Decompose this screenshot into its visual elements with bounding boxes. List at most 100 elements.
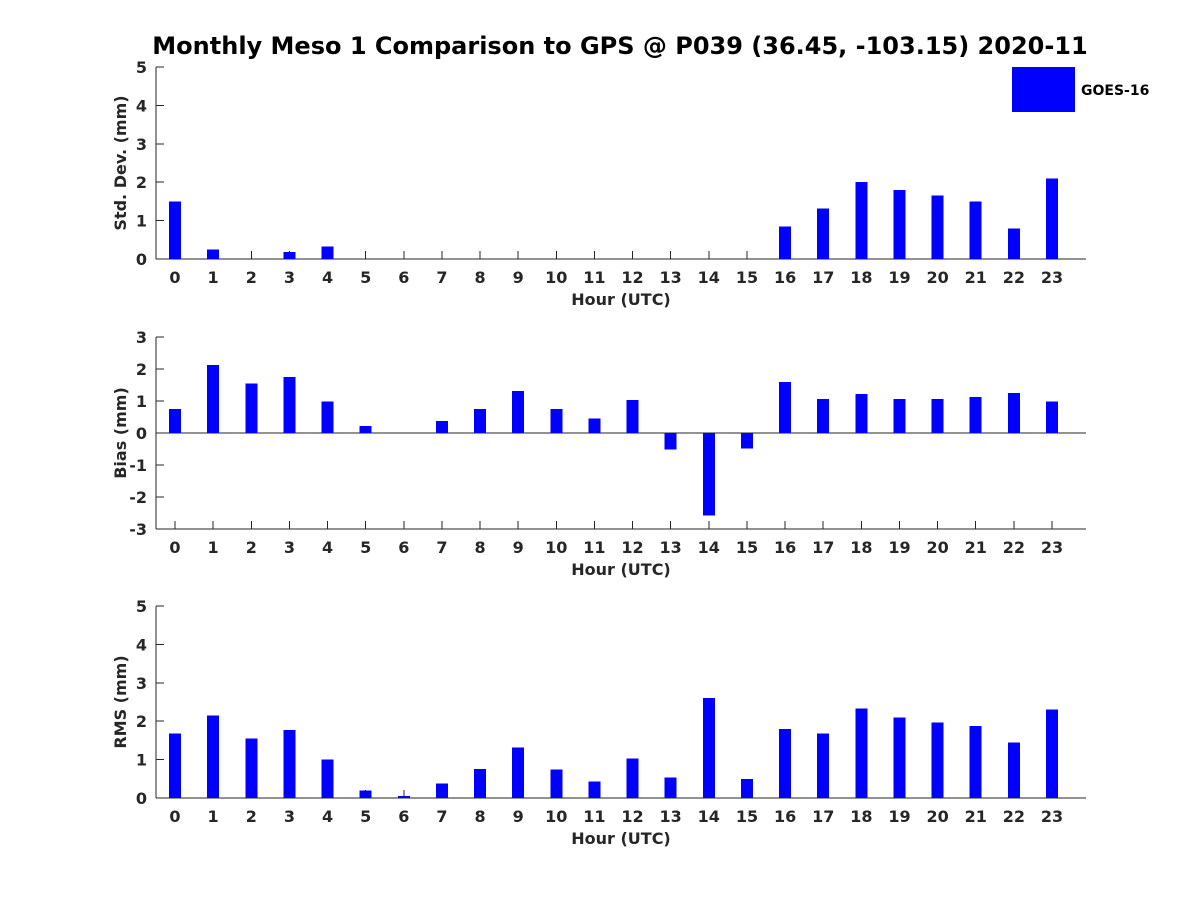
x-tick-label: 0 — [169, 538, 180, 557]
x-tick-label: 13 — [660, 268, 682, 287]
x-tick-label: 5 — [360, 807, 371, 826]
bar-bias-16 — [779, 381, 792, 433]
bar-bias-4 — [321, 401, 334, 433]
y-tick-label: 2 — [136, 712, 147, 731]
x-tick-label: 9 — [513, 268, 524, 287]
y-tick-label: -1 — [129, 456, 147, 475]
x-tick-label: 23 — [1041, 807, 1063, 826]
bar-bias-22 — [1007, 393, 1020, 433]
bar-bias-15 — [740, 433, 753, 449]
y-tick-label: 2 — [136, 173, 147, 192]
x-tick-label: 0 — [169, 807, 180, 826]
bar-rms-20 — [931, 722, 944, 798]
x-tick-label: 17 — [812, 538, 834, 557]
x-tick-label: 15 — [736, 538, 758, 557]
x-tick-label: 22 — [1003, 538, 1025, 557]
bar-rms-6 — [397, 796, 410, 798]
x-tick-label: 10 — [545, 807, 567, 826]
bar-bias-14 — [702, 433, 715, 516]
x-tick-label: 12 — [621, 538, 643, 557]
x-tick-label: 20 — [926, 268, 948, 287]
x-tick-label: 7 — [436, 538, 447, 557]
x-tick-label: 14 — [698, 807, 720, 826]
y-axis-label: RMS (mm) — [111, 655, 130, 748]
bar-bias-7 — [435, 420, 448, 433]
legend-label: GOES-16 — [1081, 83, 1149, 99]
bar-bias-23 — [1045, 401, 1058, 433]
bar-rms-2 — [245, 738, 258, 798]
y-tick-label: 5 — [136, 597, 147, 616]
x-tick-label: 1 — [208, 807, 219, 826]
y-tick-label: 3 — [136, 135, 147, 154]
x-tick-label: 18 — [850, 538, 872, 557]
x-tick-label: 14 — [698, 538, 720, 557]
y-axis-label: Std. Dev. (mm) — [111, 95, 130, 230]
x-tick-label: 3 — [284, 538, 295, 557]
bar-bias-9 — [512, 390, 525, 433]
bar-rms-21 — [969, 726, 982, 798]
x-tick-label: 7 — [436, 807, 447, 826]
bar-bias-21 — [969, 397, 982, 433]
bar-std-3 — [283, 252, 296, 259]
bar-std-18 — [855, 182, 868, 259]
bar-rms-23 — [1045, 709, 1058, 798]
x-tick-label: 20 — [926, 538, 948, 557]
bar-rms-5 — [359, 790, 372, 798]
bar-std-1 — [207, 249, 220, 259]
x-tick-label: 0 — [169, 268, 180, 287]
bar-std-16 — [779, 226, 792, 259]
x-tick-label: 1 — [208, 538, 219, 557]
bar-rms-19 — [893, 717, 906, 798]
x-tick-label: 20 — [926, 807, 948, 826]
x-tick-label: 11 — [583, 538, 605, 557]
y-tick-label: -2 — [129, 488, 147, 507]
x-tick-label: 12 — [621, 807, 643, 826]
bar-std-23 — [1045, 178, 1058, 259]
x-tick-label: 13 — [660, 807, 682, 826]
x-tick-label: 6 — [398, 807, 409, 826]
legend: GOES-16 — [1012, 67, 1149, 112]
x-tick-label: 3 — [284, 807, 295, 826]
x-tick-label: 15 — [736, 268, 758, 287]
bar-rms-17 — [817, 733, 830, 798]
x-tick-label: 21 — [965, 268, 987, 287]
y-tick-label: -3 — [129, 520, 147, 539]
x-tick-label: 2 — [246, 807, 257, 826]
x-tick-label: 8 — [474, 538, 485, 557]
x-tick-label: 10 — [545, 268, 567, 287]
x-tick-label: 15 — [736, 807, 758, 826]
y-axis-label: Bias (mm) — [111, 387, 130, 479]
x-tick-label: 8 — [474, 807, 485, 826]
bar-bias-11 — [588, 418, 601, 433]
x-tick-label: 4 — [322, 268, 333, 287]
bar-rms-11 — [588, 781, 601, 798]
x-tick-label: 9 — [513, 538, 524, 557]
x-tick-label: 16 — [774, 268, 796, 287]
bar-rms-16 — [779, 728, 792, 798]
bar-rms-9 — [512, 747, 525, 798]
bar-std-19 — [893, 189, 906, 259]
bar-rms-1 — [207, 715, 220, 798]
bar-rms-14 — [702, 698, 715, 798]
bar-bias-12 — [626, 400, 639, 433]
x-tick-label: 19 — [888, 268, 910, 287]
x-tick-label: 5 — [360, 268, 371, 287]
x-tick-label: 10 — [545, 538, 567, 557]
x-tick-label: 5 — [360, 538, 371, 557]
y-tick-label: 0 — [136, 424, 147, 443]
x-tick-label: 11 — [583, 807, 605, 826]
bar-rms-8 — [474, 769, 487, 798]
x-tick-label: 6 — [398, 268, 409, 287]
x-tick-label: 6 — [398, 538, 409, 557]
bar-bias-2 — [245, 383, 258, 433]
x-tick-label: 11 — [583, 268, 605, 287]
bar-rms-4 — [321, 759, 334, 798]
x-tick-label: 8 — [474, 268, 485, 287]
x-tick-label: 4 — [322, 538, 333, 557]
y-tick-label: 3 — [136, 674, 147, 693]
x-tick-label: 7 — [436, 268, 447, 287]
legend-swatch — [1012, 67, 1075, 112]
